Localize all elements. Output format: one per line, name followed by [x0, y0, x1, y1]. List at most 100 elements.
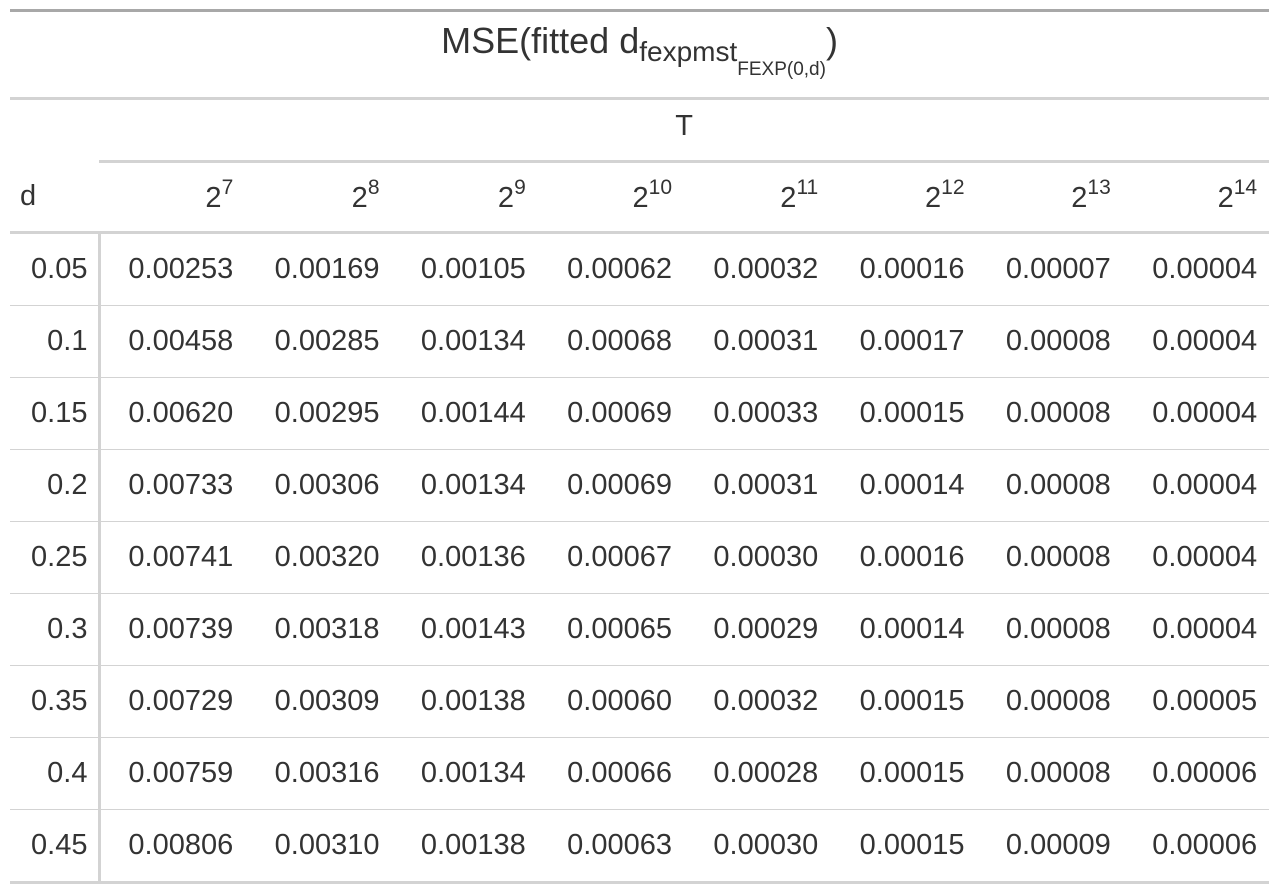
table-cell: 0.00138 [391, 665, 538, 738]
table-cell: 0.00309 [245, 665, 392, 738]
column-header-base: 2 [1217, 182, 1234, 215]
table-cell: 0.00729 [99, 665, 246, 738]
table-cell: 0.00134 [391, 449, 538, 522]
table-cell: 0.00015 [830, 377, 977, 450]
table-cell: 0.00033 [684, 377, 831, 450]
row-label-d: 0.1 [10, 305, 101, 378]
table-cell: 0.00143 [391, 593, 538, 666]
table-cell: 0.00005 [1122, 665, 1270, 738]
table-cell: 0.00014 [830, 593, 977, 666]
title-close-paren: ) [825, 20, 838, 61]
table-cell: 0.00620 [99, 377, 246, 450]
spanner-row: T [10, 98, 1270, 163]
table-row: 0.05 0.00253 0.00169 0.00105 0.00062 0.00032 0… [10, 232, 1269, 306]
column-header-exponent: 13 [1087, 175, 1111, 199]
column-header-base: 2 [205, 182, 222, 215]
table-cell: 0.00016 [830, 521, 977, 594]
table-cell: 0.00014 [830, 449, 977, 522]
table-cell: 0.00069 [537, 377, 684, 450]
column-header-exponent: 14 [1233, 175, 1258, 199]
table-cell: 0.00759 [99, 737, 246, 810]
table-cell: 0.00004 [1122, 377, 1270, 450]
table-cell: 0.00031 [684, 449, 831, 522]
table-cell: 0.00136 [391, 521, 538, 594]
table-cell: 0.00306 [245, 449, 392, 522]
table-cell: 0.00008 [976, 593, 1123, 666]
table-cell: 0.00134 [391, 305, 538, 378]
spanner-label: T [675, 109, 693, 142]
table-cell: 0.00069 [537, 449, 684, 522]
row-label-d: 0.4 [10, 737, 101, 810]
table-title-row: MSE(fitted dfexpmstFEXP(0,d)) [10, 9, 1270, 100]
column-header: 28 [245, 161, 392, 234]
mse-table: MSE(fitted dfexpmstFEXP(0,d)) T d 27 28 29… [10, 9, 1270, 884]
table-cell: 0.00806 [99, 809, 246, 884]
spanner-blank [10, 99, 99, 162]
table-row: 0.3 0.00739 0.00318 0.00143 0.00065 0.00029 0.… [10, 593, 1270, 666]
table-cell: 0.00320 [245, 521, 392, 594]
table-row: 0.35 0.00729 0.00309 0.00138 0.00060 0.00032 0… [10, 665, 1270, 738]
table-cell: 0.00032 [713, 253, 819, 285]
table-cell: 0.00008 [976, 737, 1123, 810]
table-cell: 0.00285 [245, 305, 392, 378]
table-cell: 0.00004 [1152, 253, 1258, 285]
table-row: 0.45 0.00806 0.00310 0.00138 0.00063 0.00030 0… [10, 809, 1270, 884]
results-table-container: MSE(fitted dfexpmstFEXP(0,d)) T d 27 28 29… [10, 9, 1270, 884]
table-cell: 0.00015 [830, 809, 977, 884]
table-cell: 0.00253 [128, 253, 234, 285]
table-cell: 0.00015 [830, 737, 977, 810]
table-cell: 0.00008 [976, 377, 1123, 450]
row-label-d: 0.05 [10, 232, 101, 306]
table-row: 0.2 0.00733 0.00306 0.00134 0.00069 0.00031 0.… [10, 449, 1270, 522]
row-label-d: 0.15 [10, 377, 101, 450]
table-cell: 0.00007 [1005, 253, 1111, 285]
table-cell: 0.00067 [537, 521, 684, 594]
table-cell: 0.00030 [684, 809, 831, 884]
table-cell: 0.00006 [1122, 809, 1270, 884]
table-cell: 0.00006 [1122, 737, 1270, 810]
table-cell: 0.00008 [976, 449, 1123, 522]
row-label-d: 0.35 [10, 665, 101, 738]
table-cell: 0.00065 [537, 593, 684, 666]
column-header-exponent: 12 [941, 175, 965, 199]
column-header-base: 2 [351, 182, 368, 215]
column-header-exponent: 8 [367, 175, 380, 199]
column-header: 212 [830, 161, 977, 234]
title-subscript: fexpmstFEXP(0,d) [639, 36, 826, 80]
row-label-d: 0.25 [10, 521, 101, 594]
column-header-row: d 27 28 29 210 211 212 213 214 [10, 161, 1270, 234]
row-label-d: 0.2 [10, 449, 101, 522]
table-cell: 0.00008 [976, 521, 1123, 594]
table-cell: 0.00458 [99, 305, 246, 378]
table-cell: 0.00016 [859, 253, 965, 285]
table-cell: 0.00062 [567, 253, 672, 285]
title-main: MSE(fitted d [441, 20, 640, 61]
table-cell: 0.00318 [245, 593, 392, 666]
table-cell: 0.00008 [976, 665, 1123, 738]
table-cell: 0.00004 [1122, 449, 1270, 522]
title-sub-subscript: FEXP(0,d) [737, 59, 826, 80]
stub-header: d [10, 161, 99, 234]
table-cell: 0.00068 [537, 305, 684, 378]
column-header: 213 [976, 161, 1123, 234]
row-label-d: 0.45 [10, 809, 101, 884]
table-cell: 0.00144 [391, 377, 538, 450]
table-cell: 0.00066 [537, 737, 684, 810]
column-header: 27 [99, 161, 246, 234]
table-cell: 0.00032 [684, 665, 831, 738]
column-header: 29 [391, 161, 538, 234]
table-body: 0.05 0.00253 0.00169 0.00105 0.00062 0.00032 0… [10, 232, 1270, 884]
column-header-exponent: 7 [221, 175, 234, 199]
table-cell: 0.00029 [684, 593, 831, 666]
table-cell: 0.00733 [99, 449, 246, 522]
table-cell: 0.00310 [245, 809, 392, 884]
column-header-base: 2 [925, 182, 942, 215]
column-header-base: 2 [497, 182, 515, 215]
table-cell: 0.00060 [537, 665, 684, 738]
column-spanner: T [99, 98, 1270, 163]
table-cell: 0.00169 [274, 253, 380, 285]
table-cell: 0.00105 [420, 253, 526, 285]
table-cell: 0.00031 [684, 305, 831, 378]
table-cell: 0.00017 [830, 305, 977, 378]
table-row: 0.1 0.00458 0.00285 0.00134 0.00068 0.00031 0.… [10, 305, 1270, 378]
